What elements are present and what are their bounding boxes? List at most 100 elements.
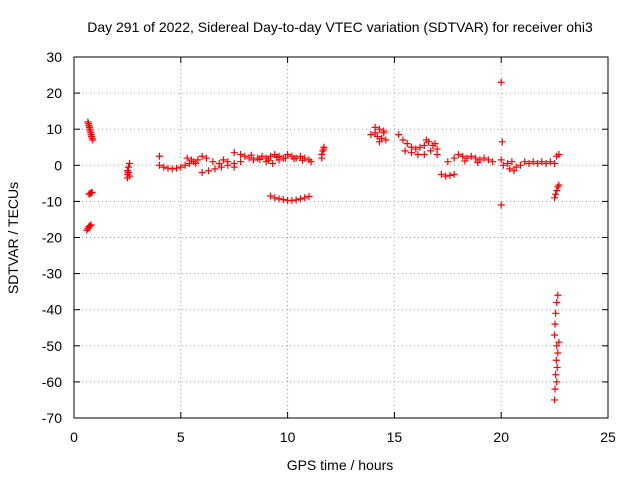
data-point [224, 161, 232, 169]
data-points [83, 78, 563, 404]
data-point [215, 159, 223, 167]
data-point [480, 154, 488, 162]
y-tick-label: -50 [42, 338, 62, 354]
data-point [431, 140, 439, 148]
data-point [301, 194, 309, 202]
data-point [553, 298, 561, 306]
data-point [290, 155, 298, 163]
data-point [371, 123, 379, 131]
data-point [211, 165, 219, 173]
data-point [273, 153, 281, 161]
data-point [454, 150, 462, 158]
data-point [508, 158, 516, 166]
data-point [414, 150, 422, 158]
data-point [281, 154, 289, 162]
data-point [299, 156, 307, 164]
data-point [551, 159, 559, 167]
data-point [459, 152, 467, 160]
y-tick-label: -60 [42, 374, 62, 390]
data-point [553, 378, 561, 386]
data-point [555, 338, 563, 346]
data-point [552, 309, 560, 317]
data-point [168, 165, 176, 173]
data-point [427, 147, 435, 155]
data-point [192, 159, 200, 167]
data-point [241, 152, 249, 160]
data-point [367, 131, 375, 139]
data-point [497, 78, 505, 86]
data-point [472, 154, 480, 162]
data-point [551, 385, 559, 393]
y-tick-label: 0 [54, 157, 62, 173]
data-point [296, 152, 304, 160]
data-point [181, 161, 189, 169]
data-point [375, 138, 383, 146]
data-point [525, 159, 533, 167]
y-tick-label: -20 [42, 230, 62, 246]
data-point [403, 140, 411, 148]
data-point [553, 187, 561, 195]
data-point [267, 152, 275, 160]
data-point [88, 134, 96, 142]
data-point [489, 158, 497, 166]
data-point [202, 154, 210, 162]
data-point [554, 349, 562, 357]
data-point [307, 158, 315, 166]
data-point [284, 150, 292, 158]
data-point [546, 158, 554, 166]
data-point [551, 331, 559, 339]
data-point [319, 147, 327, 155]
data-point [155, 161, 163, 169]
data-point [512, 163, 520, 171]
x-tick-label: 0 [70, 429, 78, 445]
data-point [230, 149, 238, 157]
data-point [318, 154, 326, 162]
data-point [305, 192, 313, 200]
data-point [183, 154, 191, 162]
data-point [553, 152, 561, 160]
data-point [296, 195, 304, 203]
data-point [450, 170, 458, 178]
x-tick-label: 25 [600, 429, 616, 445]
data-point [521, 158, 529, 166]
data-point [198, 169, 206, 177]
data-point [220, 156, 228, 164]
data-point [552, 371, 560, 379]
data-point [177, 163, 185, 171]
data-point [442, 172, 450, 180]
data-point [420, 150, 428, 158]
data-point [237, 158, 245, 166]
data-point [86, 222, 94, 230]
chart-title: Day 291 of 2022, Sidereal Day-to-day VTE… [87, 19, 593, 35]
data-point [264, 156, 272, 164]
grid [74, 57, 608, 418]
y-tick-label: -10 [42, 193, 62, 209]
x-tick-label: 20 [493, 429, 509, 445]
data-point [551, 396, 559, 404]
y-tick-label: -70 [42, 410, 62, 426]
data-point [267, 192, 275, 200]
data-point [510, 167, 518, 175]
data-point [554, 183, 562, 191]
data-point [249, 156, 257, 164]
data-point [160, 163, 168, 171]
x-tick-label: 15 [387, 429, 403, 445]
data-point [173, 164, 181, 172]
data-point [498, 138, 506, 146]
data-point [401, 147, 409, 155]
y-tick-label: 20 [46, 85, 62, 101]
data-point [237, 150, 245, 158]
data-point [444, 158, 452, 166]
data-point [155, 152, 163, 160]
data-point [433, 150, 441, 158]
data-point [230, 163, 238, 171]
data-point [474, 158, 482, 166]
data-point [534, 159, 542, 167]
data-point [395, 131, 403, 139]
data-point [288, 197, 296, 205]
data-point [198, 152, 206, 160]
data-point [416, 143, 424, 151]
data-point [554, 291, 562, 299]
data-point [320, 145, 328, 153]
